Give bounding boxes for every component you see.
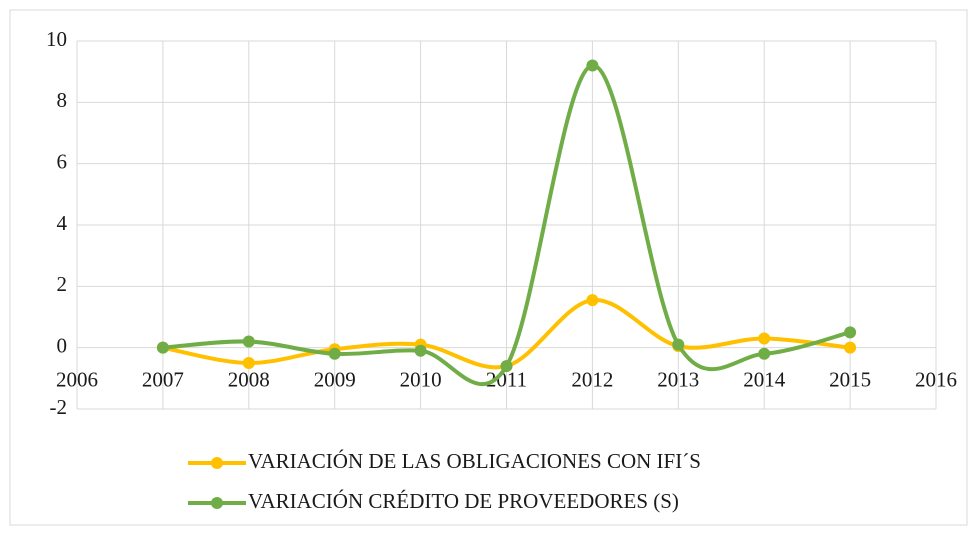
y-tick-label: 6 [57, 149, 68, 173]
data-point [758, 347, 771, 360]
y-tick-label: 10 [46, 27, 67, 51]
chart-frame [9, 9, 968, 526]
x-tick-label: 2007 [142, 367, 184, 391]
legend-marker [211, 457, 223, 469]
x-tick-label: 2009 [314, 367, 356, 391]
legend-label: VARIACIÓN DE LAS OBLIGACIONES CON IFI´S [248, 449, 701, 473]
x-tick-label: 2016 [915, 367, 957, 391]
x-tick-label: 2012 [571, 367, 613, 391]
y-tick-label: 8 [57, 88, 68, 112]
x-tick-label: 2015 [829, 367, 871, 391]
legend-label: VARIACIÓN CRÉDITO DE PROVEEDORES (S) [248, 489, 679, 513]
x-tick-label: 2014 [743, 367, 786, 391]
data-point [242, 357, 255, 369]
data-point [672, 338, 685, 351]
x-tick-label: 2013 [657, 367, 699, 391]
data-point [586, 294, 599, 307]
data-point [500, 360, 513, 373]
data-point [328, 347, 341, 360]
data-point [844, 341, 857, 354]
x-tick-label: 2008 [228, 367, 270, 391]
y-tick-label: 0 [57, 333, 68, 357]
y-tick-label: 2 [57, 272, 68, 296]
y-tick-label: -2 [50, 395, 68, 419]
legend-marker [211, 497, 223, 509]
data-point [414, 344, 427, 357]
data-point [844, 326, 857, 339]
x-tick-label: 2006 [56, 367, 98, 391]
data-point [156, 341, 169, 354]
x-tick-label: 2010 [400, 367, 442, 391]
data-point [242, 335, 255, 348]
data-point [758, 332, 771, 345]
series-line [162, 63, 851, 387]
y-tick-label: 4 [57, 211, 68, 235]
data-point [586, 59, 599, 72]
